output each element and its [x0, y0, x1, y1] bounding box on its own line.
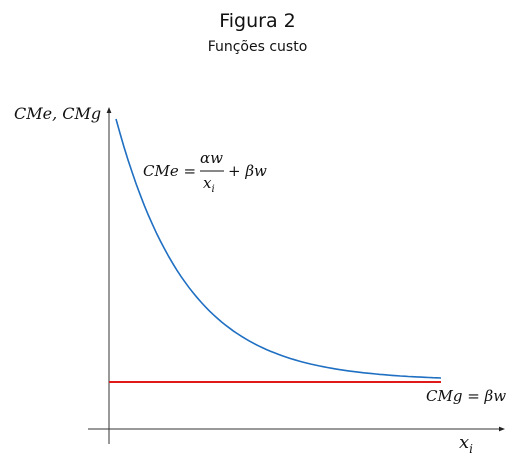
cme-formula-denominator: xi [203, 174, 215, 195]
y-axis-label: CMe, CMg [14, 104, 101, 123]
cmg-label: CMg = βw [426, 387, 506, 405]
x-axis-label: xi [459, 432, 473, 456]
cme-formula-numerator: αw [200, 149, 223, 167]
cme-formula-label: CMe = αw xi + βw [143, 149, 267, 195]
cme-formula-lhs: CMe = [143, 162, 196, 180]
figure-subtitle: Funções custo [207, 39, 308, 55]
cme-formula-rest: + βw [228, 162, 267, 180]
cme-curve [115, 118, 442, 379]
figure-title: Figura 2 [219, 10, 296, 32]
